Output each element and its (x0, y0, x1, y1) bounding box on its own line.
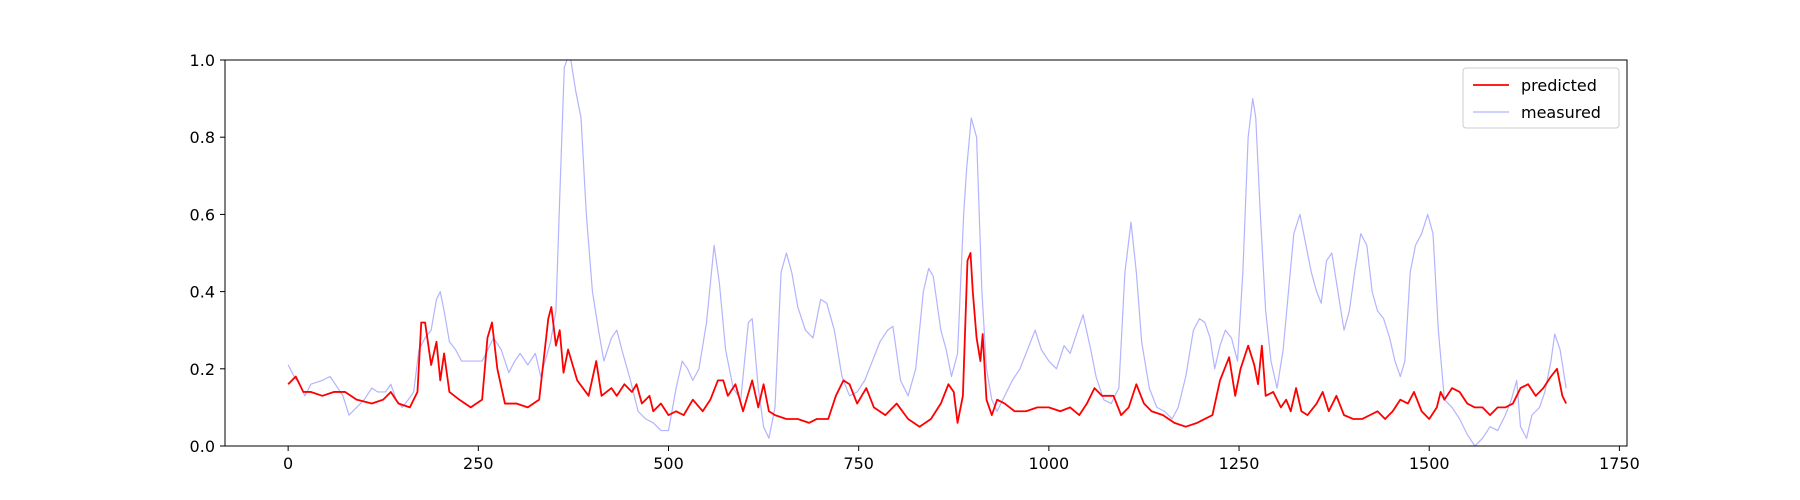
series-line-predicted (287, 252, 1567, 428)
legend-label-measured: measured (1521, 103, 1601, 122)
y-tick-label: 0.8 (190, 128, 215, 147)
legend-label-predicted: predicted (1521, 76, 1597, 95)
x-tick-label: 1750 (1599, 454, 1640, 473)
axes-frame (224, 59, 1628, 447)
x-tick-label: 750 (843, 454, 874, 473)
x-tick-label: 0 (283, 454, 293, 473)
y-tick-label: 0.0 (190, 437, 215, 456)
legend-box (1462, 67, 1620, 129)
x-tick-label: 1000 (1028, 454, 1069, 473)
y-tick-label: 1.0 (190, 51, 215, 70)
x-tick-label: 500 (653, 454, 684, 473)
y-tick-label: 0.6 (190, 205, 215, 224)
plot-area (287, 60, 1567, 446)
x-tick-label: 1250 (1219, 454, 1260, 473)
y-tick-label: 0.4 (190, 283, 215, 302)
series-line-measured (287, 60, 1567, 446)
y-axis: 0.0 0.2 0.4 0.6 0.8 1.0 (190, 51, 225, 456)
x-tick-label: 250 (463, 454, 494, 473)
x-tick-label: 1500 (1409, 454, 1450, 473)
x-axis: 0 250 500 750 1000 1250 1500 1750 (283, 446, 1640, 473)
y-tick-label: 0.2 (190, 360, 215, 379)
legend: predicted measured (1462, 67, 1620, 129)
